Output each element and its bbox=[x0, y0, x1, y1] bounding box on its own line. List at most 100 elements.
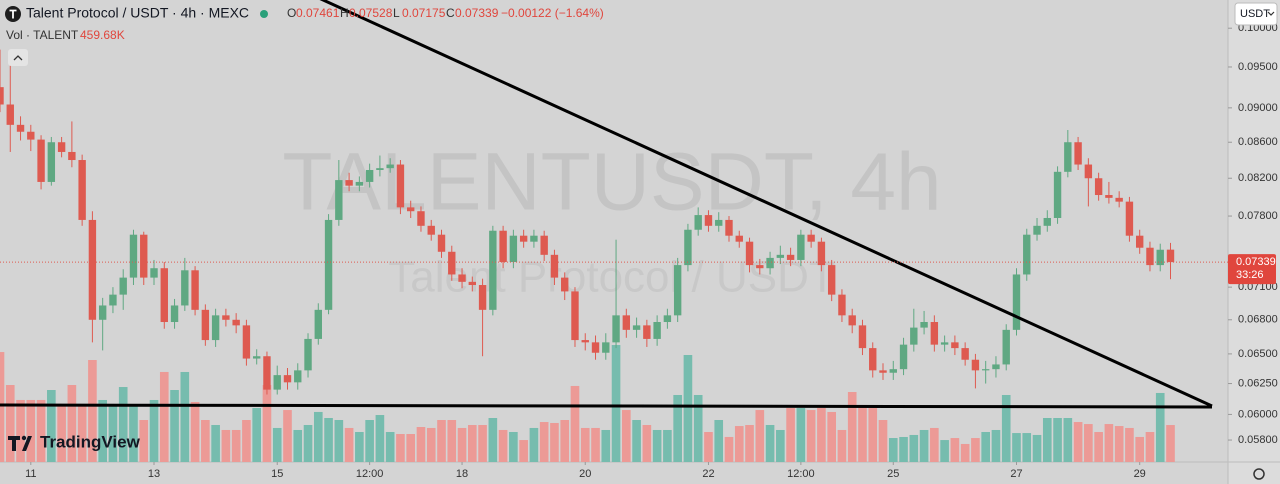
watermark: TALENTUSDT, 4h Talent Protocol / USDT bbox=[282, 137, 941, 302]
volume-bar bbox=[98, 399, 107, 462]
volume-bar bbox=[416, 427, 426, 462]
settings-button[interactable] bbox=[1253, 468, 1265, 480]
support-line bbox=[0, 403, 1213, 409]
volume-bar bbox=[1094, 431, 1103, 462]
candle-body bbox=[1084, 164, 1093, 179]
volume-bar bbox=[1073, 422, 1083, 462]
y-tick-label: 0.09500 bbox=[1238, 61, 1278, 73]
candle-body bbox=[879, 370, 887, 373]
volume-bar bbox=[765, 424, 775, 462]
volume-bar bbox=[1032, 434, 1042, 462]
candle-body bbox=[1105, 195, 1113, 198]
candle-body bbox=[735, 235, 743, 242]
volume-bar bbox=[930, 427, 939, 462]
candle-body bbox=[1053, 171, 1062, 218]
candle-body bbox=[561, 277, 569, 292]
trend-line bbox=[319, 0, 1213, 408]
candle-body bbox=[427, 225, 435, 235]
volume-bar bbox=[447, 420, 457, 462]
volume-bar bbox=[570, 385, 580, 462]
brand-mark bbox=[8, 436, 32, 451]
volume-bar bbox=[324, 417, 333, 462]
legend-key: L bbox=[393, 6, 400, 20]
candle-body bbox=[0, 87, 4, 105]
x-tick-label: 25 bbox=[887, 468, 899, 480]
volume-bar bbox=[16, 399, 25, 462]
symbol-title[interactable]: Talent Protocol / USDT · 4h · MEXC bbox=[26, 5, 249, 21]
volume-bar bbox=[88, 359, 97, 462]
volume-bar bbox=[426, 427, 436, 462]
x-tick-label: 29 bbox=[1134, 468, 1146, 480]
candle-body bbox=[971, 359, 980, 371]
volume-bar bbox=[755, 410, 765, 462]
candle-body bbox=[663, 315, 672, 323]
candle-body bbox=[150, 268, 158, 278]
candle-body bbox=[294, 370, 302, 383]
candle-body bbox=[889, 369, 897, 373]
candle-body bbox=[109, 294, 117, 306]
currency-caret bbox=[1267, 11, 1275, 16]
candle-body bbox=[376, 168, 384, 170]
candle-body bbox=[468, 281, 477, 286]
candle-body bbox=[940, 342, 949, 345]
candle-body bbox=[273, 375, 281, 390]
candle-body bbox=[1074, 142, 1082, 165]
candle-body bbox=[961, 348, 969, 360]
candle-body bbox=[191, 270, 199, 310]
volume-bar bbox=[385, 431, 395, 462]
watermark-symbol: TALENTUSDT, 4h bbox=[282, 137, 941, 228]
x-tick-label: 27 bbox=[1010, 468, 1022, 480]
candle-body bbox=[571, 291, 579, 341]
candle-body bbox=[78, 160, 86, 220]
market-status bbox=[260, 10, 268, 18]
brand-logo: TradingView bbox=[8, 432, 141, 451]
volume-bar bbox=[149, 399, 159, 462]
volume-bar bbox=[960, 443, 970, 462]
volume-bar bbox=[334, 420, 344, 462]
header: Talent Protocol / USDT · 4h · MEXC O 0.07… bbox=[5, 5, 604, 66]
x-tick-label: 11 bbox=[25, 468, 36, 480]
candle-body bbox=[129, 234, 138, 278]
legend-key: O bbox=[287, 6, 296, 20]
candle-body bbox=[252, 356, 261, 359]
volume-bar bbox=[293, 429, 303, 462]
volume-bar bbox=[580, 427, 590, 462]
price-axis-background bbox=[1228, 0, 1280, 484]
currency-select[interactable] bbox=[1234, 2, 1278, 26]
candle-body bbox=[653, 322, 661, 339]
volume-bar bbox=[1114, 426, 1124, 462]
candle-body bbox=[776, 254, 785, 258]
volume-bar bbox=[26, 399, 36, 462]
candle-body bbox=[1146, 247, 1154, 266]
candle-body bbox=[1156, 249, 1164, 266]
candle-body bbox=[478, 285, 487, 310]
volume-bar bbox=[550, 422, 559, 462]
candle-body bbox=[16, 124, 25, 132]
volume-label: Vol · TALENT bbox=[6, 28, 79, 42]
candle-body bbox=[797, 234, 805, 260]
volume-bar bbox=[950, 438, 960, 462]
candle-body bbox=[140, 234, 148, 278]
candle-body bbox=[725, 219, 733, 236]
collapse-button[interactable] bbox=[8, 49, 28, 66]
volume-bar bbox=[704, 431, 713, 462]
volume-bar bbox=[1001, 394, 1011, 462]
candle-body bbox=[602, 342, 610, 353]
volume-bar bbox=[375, 415, 385, 462]
candle-body bbox=[817, 241, 826, 266]
candle-body bbox=[684, 229, 692, 266]
volume-bar bbox=[847, 392, 857, 462]
volume-bar bbox=[878, 420, 888, 462]
volume-bar bbox=[981, 431, 990, 462]
volume-bar bbox=[118, 387, 128, 462]
volume-bar bbox=[1053, 417, 1062, 462]
legend-value: 0.07339 bbox=[455, 6, 499, 20]
candle-body bbox=[68, 151, 76, 161]
y-tick-label: 0.08600 bbox=[1238, 136, 1278, 148]
legend-change: −0.00122 (−1.64%) bbox=[501, 6, 604, 20]
y-tick-label: 0.07800 bbox=[1238, 210, 1278, 222]
volume-bar bbox=[652, 429, 662, 462]
legend-key: H bbox=[340, 6, 349, 20]
last-price-label: 0.07339 bbox=[1236, 256, 1276, 268]
